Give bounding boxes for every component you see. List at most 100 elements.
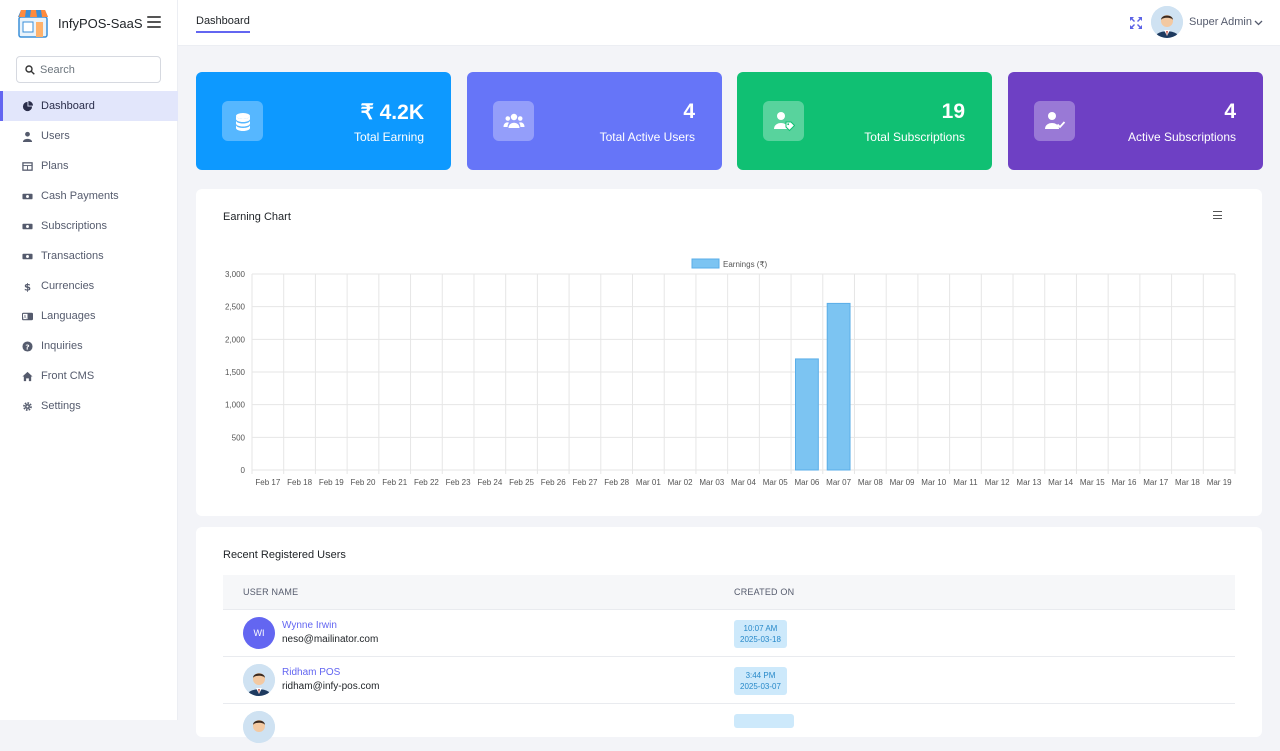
x-tick-label: Feb 25 [509, 478, 534, 487]
x-tick-label: Mar 09 [890, 478, 915, 487]
stat-value: 19 [941, 100, 965, 123]
x-tick-label: Feb 20 [351, 478, 376, 487]
created-time: 3:44 PM [745, 671, 776, 680]
table-row[interactable]: WI Wynne Irwin neso@mailinator.com 10:07… [223, 610, 1235, 657]
recent-users-panel: Recent Registered Users USER NAME CREATE… [196, 527, 1262, 743]
search-box [16, 56, 161, 83]
x-tick-label: Mar 02 [668, 478, 693, 487]
sidebar-item-inquiries[interactable]: ? Inquiries [0, 331, 178, 361]
x-tick-label: Feb 23 [446, 478, 471, 487]
x-tick-label: Mar 12 [985, 478, 1010, 487]
fullscreen-icon[interactable] [1129, 16, 1143, 30]
store-logo-icon [18, 10, 48, 38]
x-tick-label: Feb 19 [319, 478, 344, 487]
x-tick-label: Mar 17 [1143, 478, 1168, 487]
sidebar-item-currencies[interactable]: $ Currencies [0, 271, 178, 301]
coins-icon [222, 101, 263, 141]
chevron-down-icon[interactable] [1254, 18, 1263, 27]
money-icon [22, 221, 33, 232]
x-tick-label: Mar 08 [858, 478, 883, 487]
stat-card-active-subscriptions[interactable]: 4 Active Subscriptions [1008, 72, 1263, 170]
stat-label: Active Subscriptions [1127, 130, 1236, 144]
y-tick-label: 0 [241, 466, 246, 475]
x-tick-label: Mar 18 [1175, 478, 1200, 487]
sidebar-item-cash-payments[interactable]: Cash Payments [0, 181, 178, 211]
sidebar-item-dashboard[interactable]: Dashboard [0, 91, 178, 121]
stat-card-total-subscriptions[interactable]: 19 Total Subscriptions [737, 72, 992, 170]
created-on-badge [734, 714, 794, 728]
sidebar-item-label: Users [41, 130, 70, 142]
sidebar-item-users[interactable]: Users [0, 121, 178, 151]
sidebar-item-label: Plans [41, 160, 69, 172]
money-icon [22, 191, 33, 202]
y-tick-label: 1,000 [225, 401, 246, 410]
user-tag-icon [763, 101, 804, 141]
sidebar-item-label: Front CMS [41, 370, 95, 382]
recent-users-title: Recent Registered Users [223, 549, 346, 561]
created-date: 2025-03-18 [740, 635, 781, 644]
legend-label[interactable]: Earnings (₹) [723, 260, 768, 269]
sidebar-item-languages[interactable]: A Languages [0, 301, 178, 331]
stat-card-total-active-users[interactable]: 4 Total Active Users [467, 72, 722, 170]
table-row[interactable]: Ridham POS ridham@infy-pos.com 3:44 PM 2… [223, 657, 1235, 704]
user-name-link[interactable]: Wynne Irwin [282, 620, 337, 631]
x-tick-label: Feb 21 [382, 478, 407, 487]
user-email: neso@mailinator.com [282, 634, 379, 645]
sidebar-item-label: Languages [41, 310, 96, 322]
gear-icon [22, 401, 33, 412]
sidebar-nav: Dashboard Users Plans Cash Payments Subs… [0, 91, 178, 421]
x-tick-label: Mar 05 [763, 478, 788, 487]
sidebar-item-transactions[interactable]: Transactions [0, 241, 178, 271]
avatar[interactable] [1151, 6, 1183, 38]
stat-card-total-earning[interactable]: ₹ 4.2K Total Earning [196, 72, 451, 170]
x-tick-label: Mar 04 [731, 478, 756, 487]
column-header-created-on[interactable]: CREATED ON [734, 587, 795, 597]
chart-bar[interactable] [826, 302, 851, 471]
brand[interactable]: InfyPOS-SaaS [0, 0, 177, 46]
x-tick-label: Feb 26 [541, 478, 566, 487]
y-tick-label: 500 [232, 433, 246, 442]
sidebar-item-plans[interactable]: Plans [0, 151, 178, 181]
legend-swatch [691, 258, 720, 269]
stat-label: Total Subscriptions [864, 130, 965, 144]
column-header-user-name[interactable]: USER NAME [243, 587, 299, 597]
x-tick-label: Feb 17 [255, 478, 280, 487]
avatar [243, 664, 275, 696]
x-tick-label: Feb 27 [572, 478, 597, 487]
created-on-badge: 3:44 PM 2025-03-07 [734, 667, 787, 695]
x-tick-label: Feb 18 [287, 478, 312, 487]
x-tick-label: Mar 19 [1207, 478, 1232, 487]
y-tick-label: 3,000 [225, 270, 246, 279]
stat-value: ₹ 4.2K [360, 101, 424, 124]
sidebar-item-front-cms[interactable]: Front CMS [0, 361, 178, 391]
money-icon [22, 251, 33, 262]
table-row[interactable] [223, 704, 1235, 751]
y-tick-label: 1,500 [225, 368, 246, 377]
sidebar-item-label: Inquiries [41, 340, 83, 352]
user-name[interactable]: Super Admin [1189, 16, 1252, 28]
search-input[interactable] [40, 63, 150, 76]
sidebar: InfyPOS-SaaS Dashboard Users Plans Cash … [0, 0, 178, 720]
sidebar-item-label: Subscriptions [41, 220, 108, 232]
user-icon [22, 131, 33, 142]
menu-toggle-icon[interactable] [147, 16, 161, 28]
pie-chart-icon [22, 100, 33, 112]
question-icon: ? [22, 340, 33, 352]
chart-menu-icon[interactable] [1213, 211, 1222, 219]
stat-value: 4 [683, 100, 695, 123]
sidebar-item-subscriptions[interactable]: Subscriptions [0, 211, 178, 241]
tab-dashboard[interactable]: Dashboard [196, 15, 250, 33]
sidebar-item-settings[interactable]: Settings [0, 391, 178, 421]
sidebar-item-label: Currencies [41, 280, 95, 292]
x-tick-label: Mar 03 [699, 478, 724, 487]
earning-bar-chart: 0 500 1,000 1,500 2,000 2,500 3,000 Feb 17 Feb 1… [225, 258, 1236, 487]
created-on-badge: 10:07 AM 2025-03-18 [734, 620, 787, 648]
language-icon: A [22, 311, 33, 322]
user-name-link[interactable]: Ridham POS [282, 667, 341, 678]
stat-value: 4 [1224, 100, 1236, 123]
avatar [243, 711, 275, 743]
table-icon [22, 161, 33, 172]
sidebar-item-label: Settings [41, 400, 81, 412]
chart-bar[interactable] [795, 358, 819, 471]
stat-label: Total Active Users [599, 130, 695, 144]
